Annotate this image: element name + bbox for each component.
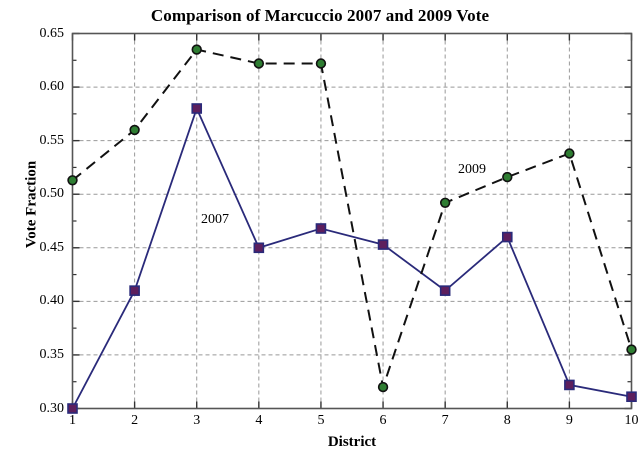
data-point-square — [67, 403, 78, 414]
series-2007 — [67, 103, 637, 414]
y-tick-label: 0.35 — [39, 346, 65, 362]
y-tick-label: 0.60 — [39, 79, 65, 95]
axis-ticks — [71, 32, 633, 410]
y-tick-label: 0.65 — [39, 25, 65, 41]
data-point-circle — [502, 171, 513, 183]
y-tick-label: 0.45 — [39, 239, 65, 255]
x-tick-label: 2 — [131, 413, 139, 428]
data-point-square — [377, 239, 389, 250]
y-tick-label: 0.30 — [39, 400, 65, 416]
grid-lines — [72, 33, 632, 409]
data-point-circle — [253, 58, 265, 69]
data-series — [67, 44, 637, 414]
data-point-square — [626, 391, 637, 403]
data-point-circle — [191, 44, 202, 55]
data-point-square — [253, 242, 265, 254]
x-tick-label: 9 — [565, 413, 573, 428]
chart-title: Comparison of Marcuccio 2007 and 2009 Vo… — [150, 6, 490, 25]
data-point-circle — [67, 175, 78, 186]
x-tick-label: 6 — [379, 413, 387, 428]
y-tick-label: 0.40 — [39, 293, 65, 309]
x-tick-label: 1 — [69, 413, 76, 428]
data-point-circle — [377, 381, 389, 393]
data-point-square — [191, 103, 203, 114]
data-point-circle — [564, 148, 575, 159]
series-line — [71, 48, 633, 391]
series-label-2009: 2009 — [458, 162, 486, 177]
data-point-square — [129, 285, 140, 296]
data-point-circle — [129, 124, 140, 136]
x-tick-label: 4 — [255, 413, 263, 428]
series-line — [71, 106, 632, 409]
series-label-2007: 2007 — [201, 212, 229, 227]
data-point-square — [564, 379, 575, 391]
y-axis-label: Vote Fraction — [23, 160, 40, 249]
data-point-circle — [315, 58, 327, 69]
y-tick-label: 0.55 — [39, 132, 65, 148]
x-tick-label: 3 — [193, 413, 201, 428]
data-point-circle — [439, 197, 451, 208]
x-tick-label: 10 — [624, 413, 639, 428]
data-point-square — [315, 223, 327, 234]
y-tick-label: 0.50 — [39, 186, 65, 202]
series-2009 — [67, 44, 637, 393]
x-tick-label: 7 — [441, 413, 449, 428]
data-point-square — [439, 285, 451, 296]
data-point-square — [501, 231, 513, 243]
plot-frame — [71, 32, 633, 410]
data-point-circle — [626, 344, 637, 355]
x-tick-label: 8 — [503, 413, 511, 428]
x-tick-label: 5 — [317, 413, 325, 428]
x-axis-label: District — [327, 434, 377, 450]
